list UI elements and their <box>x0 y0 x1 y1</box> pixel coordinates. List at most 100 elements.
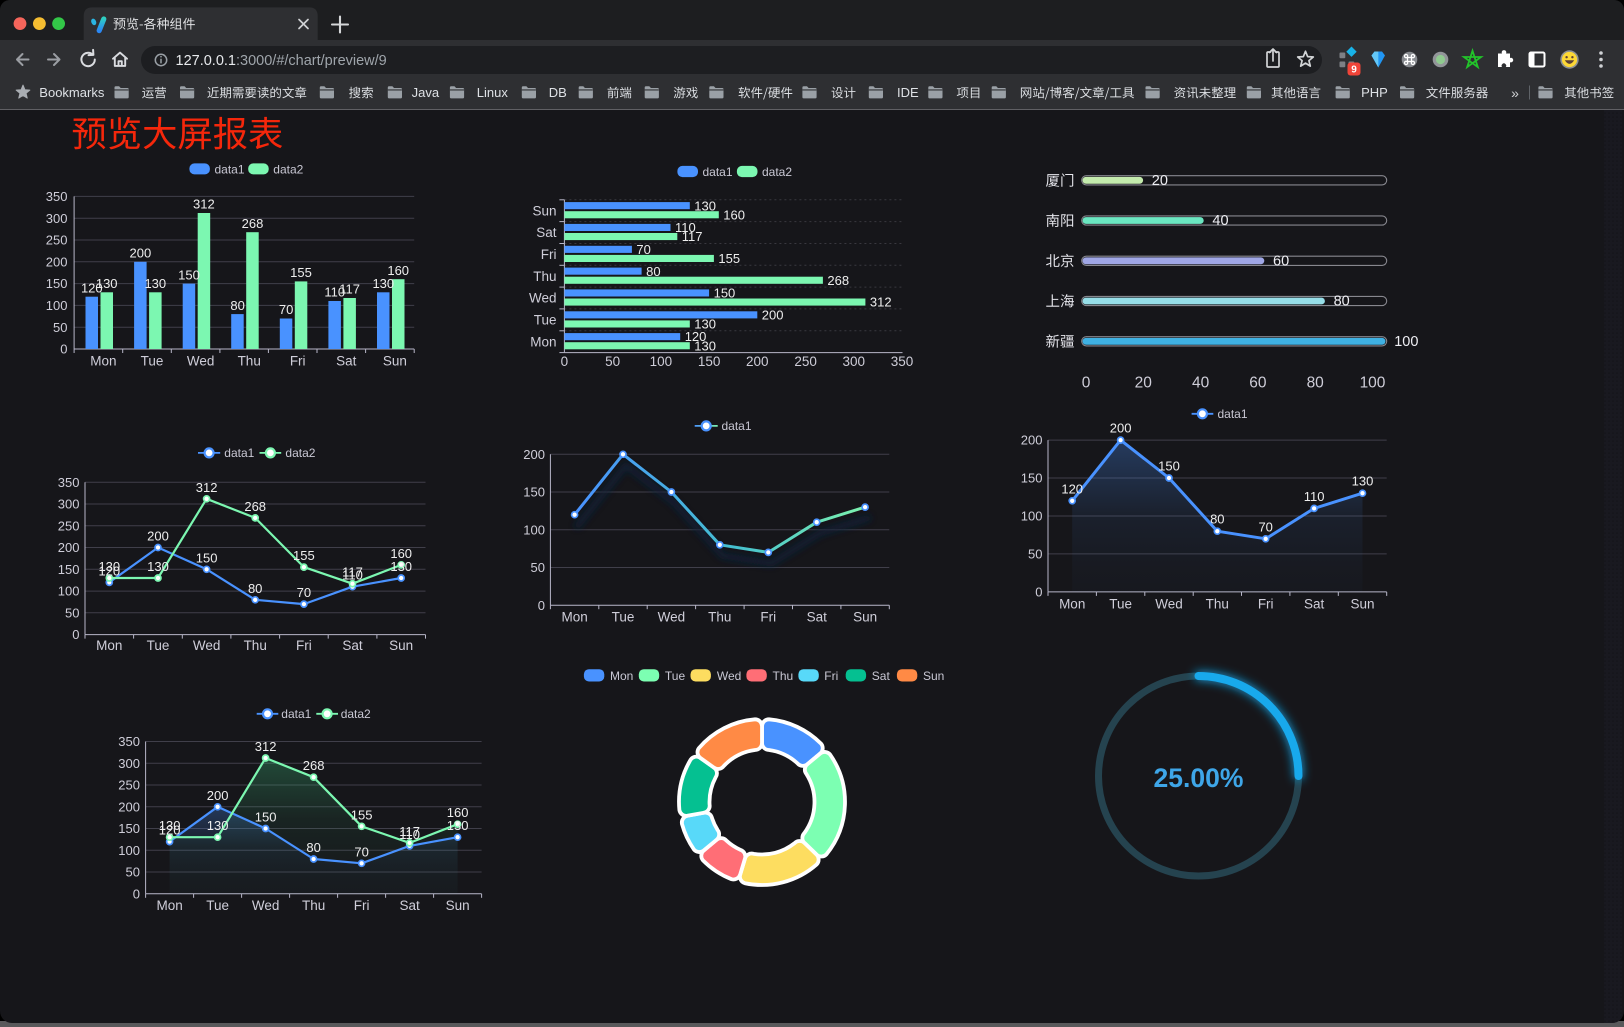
svg-text:Wed: Wed <box>187 353 215 368</box>
svg-text:Thu: Thu <box>238 353 261 368</box>
svg-text:Sat: Sat <box>872 669 891 683</box>
svg-text:Fri: Fri <box>824 669 838 683</box>
svg-text:130: 130 <box>372 276 394 291</box>
svg-text:Tue: Tue <box>665 669 686 683</box>
svg-text:IDE: IDE <box>897 85 919 100</box>
svg-text:Wed: Wed <box>193 638 221 653</box>
svg-text:20: 20 <box>1135 375 1153 392</box>
svg-text:155: 155 <box>718 251 740 266</box>
svg-text:40: 40 <box>1192 375 1210 392</box>
svg-text:Mon: Mon <box>96 638 122 653</box>
svg-text:Fri: Fri <box>296 638 312 653</box>
svg-text:130: 130 <box>147 559 169 574</box>
svg-text:Sat: Sat <box>807 610 828 625</box>
svg-text:268: 268 <box>242 216 264 231</box>
svg-text:80: 80 <box>1307 375 1325 392</box>
svg-text:9: 9 <box>1351 65 1357 76</box>
svg-text:130: 130 <box>207 818 229 833</box>
svg-text:0: 0 <box>60 342 67 357</box>
svg-text:50: 50 <box>1028 547 1042 562</box>
svg-text:PHP: PHP <box>1361 85 1388 100</box>
svg-text:data2: data2 <box>341 707 371 721</box>
svg-text:Sun: Sun <box>1350 597 1374 612</box>
svg-text:120: 120 <box>159 823 181 838</box>
svg-text:Thu: Thu <box>1206 597 1229 612</box>
svg-text:Sat: Sat <box>1304 597 1325 612</box>
svg-text:150: 150 <box>58 562 80 577</box>
svg-text:350: 350 <box>891 354 914 369</box>
svg-text:200: 200 <box>762 307 784 322</box>
svg-text:100: 100 <box>650 354 673 369</box>
svg-text:120: 120 <box>81 280 103 295</box>
svg-text:130: 130 <box>694 317 716 332</box>
svg-text:150: 150 <box>714 286 736 301</box>
svg-text:Sun: Sun <box>383 353 407 368</box>
svg-text:160: 160 <box>723 207 745 222</box>
svg-text:data1: data1 <box>224 446 254 460</box>
svg-text:25.00%: 25.00% <box>1154 763 1244 793</box>
svg-text:Sun: Sun <box>532 203 556 218</box>
svg-text:70: 70 <box>1258 519 1272 534</box>
svg-text:Thu: Thu <box>773 669 794 683</box>
svg-text:300: 300 <box>46 211 68 226</box>
svg-text:100: 100 <box>58 584 80 599</box>
svg-text:Wed: Wed <box>252 898 280 913</box>
svg-text:110: 110 <box>1304 489 1325 504</box>
svg-text:200: 200 <box>58 540 80 555</box>
svg-text:110: 110 <box>324 285 345 300</box>
svg-text:Sat: Sat <box>336 353 357 368</box>
svg-text:120: 120 <box>98 563 120 578</box>
svg-text:Sun: Sun <box>853 610 877 625</box>
svg-text:350: 350 <box>46 189 68 204</box>
svg-text:300: 300 <box>118 756 140 771</box>
svg-text:50: 50 <box>65 605 79 620</box>
svg-text:150: 150 <box>523 485 545 500</box>
svg-text:155: 155 <box>293 548 315 563</box>
svg-text:312: 312 <box>193 197 215 212</box>
svg-text:data1: data1 <box>1218 407 1248 421</box>
svg-text:130: 130 <box>159 818 181 833</box>
svg-text:Fri: Fri <box>290 353 306 368</box>
svg-text:80: 80 <box>230 298 244 313</box>
svg-text:Mon: Mon <box>156 898 182 913</box>
svg-text:70: 70 <box>279 302 293 317</box>
svg-text:Wed: Wed <box>717 669 741 683</box>
svg-text:130: 130 <box>1352 474 1374 489</box>
svg-text:130: 130 <box>144 276 166 291</box>
svg-text:Fri: Fri <box>760 610 776 625</box>
svg-text:Sun: Sun <box>389 638 413 653</box>
svg-text:250: 250 <box>118 778 140 793</box>
svg-text:Mon: Mon <box>530 334 556 349</box>
svg-text:70: 70 <box>354 844 368 859</box>
svg-text:200: 200 <box>746 354 769 369</box>
svg-text:60: 60 <box>1273 254 1289 270</box>
svg-text:Wed: Wed <box>529 291 557 306</box>
svg-text:150: 150 <box>196 550 218 565</box>
svg-text:40: 40 <box>1212 213 1228 229</box>
svg-text:350: 350 <box>118 734 140 749</box>
svg-text:80: 80 <box>306 840 320 855</box>
svg-text:117: 117 <box>682 229 703 244</box>
svg-text:160: 160 <box>447 805 469 820</box>
svg-text:100: 100 <box>1360 375 1386 392</box>
svg-text:100: 100 <box>1021 509 1043 524</box>
svg-text:Tue: Tue <box>1109 597 1132 612</box>
svg-text:Wed: Wed <box>658 610 686 625</box>
svg-text:130: 130 <box>694 338 716 353</box>
svg-text:0: 0 <box>1082 375 1091 392</box>
svg-text:117: 117 <box>339 282 360 297</box>
svg-text:0: 0 <box>1035 585 1042 600</box>
svg-text:0: 0 <box>538 598 545 613</box>
svg-text:200: 200 <box>1021 433 1043 448</box>
svg-text:Sun: Sun <box>923 669 944 683</box>
svg-text:150: 150 <box>178 267 200 282</box>
svg-text:200: 200 <box>118 799 140 814</box>
svg-text:50: 50 <box>53 320 67 335</box>
svg-text:110: 110 <box>399 827 420 842</box>
svg-text:160: 160 <box>390 546 412 561</box>
svg-text:Thu: Thu <box>533 269 556 284</box>
svg-text:80: 80 <box>646 264 660 279</box>
svg-text:Thu: Thu <box>244 638 267 653</box>
svg-text:150: 150 <box>46 276 68 291</box>
svg-text:Thu: Thu <box>708 610 731 625</box>
